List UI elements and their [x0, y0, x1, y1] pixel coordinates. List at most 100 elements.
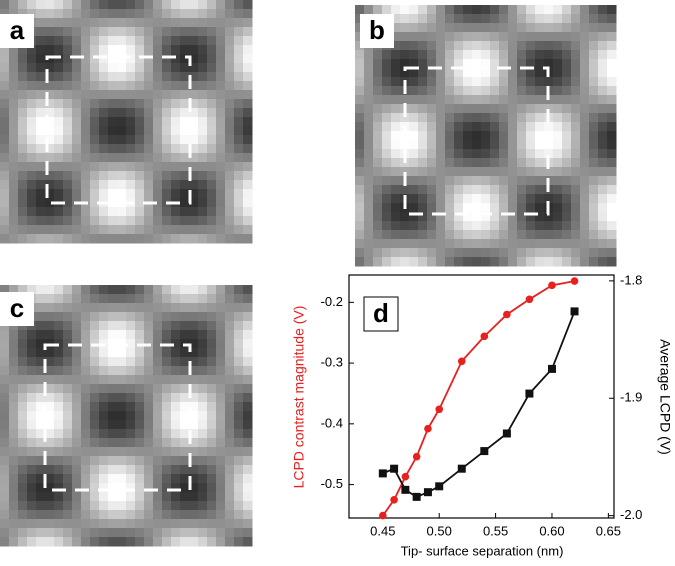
pixel — [0, 225, 10, 235]
pixel — [144, 357, 154, 367]
pixel — [117, 366, 127, 376]
pixel — [189, 36, 199, 46]
pixel — [81, 510, 91, 520]
pixel — [153, 198, 163, 208]
pixel — [207, 117, 217, 127]
pixel — [571, 95, 581, 105]
pixel — [499, 194, 509, 204]
pixel — [418, 23, 428, 33]
pixel — [373, 59, 383, 69]
pixel — [171, 135, 181, 145]
pixel — [45, 537, 55, 547]
pixel — [598, 104, 608, 114]
pixel — [135, 216, 145, 226]
pixel — [243, 285, 253, 295]
pixel — [225, 519, 235, 529]
pixel — [63, 225, 73, 235]
pixel — [454, 59, 464, 69]
pixel — [198, 510, 208, 520]
pixel — [117, 465, 127, 475]
pixel — [216, 501, 226, 511]
pixel — [490, 185, 500, 195]
pixel — [553, 140, 563, 150]
pixel — [409, 86, 419, 96]
pixel — [171, 126, 181, 136]
pixel — [607, 185, 617, 195]
pixel — [153, 492, 163, 502]
pixel — [373, 230, 383, 240]
pixel — [580, 68, 590, 78]
pixel — [99, 312, 109, 322]
pixel — [180, 9, 190, 19]
pixel — [535, 32, 545, 42]
pixel — [162, 312, 172, 322]
pixel — [391, 149, 401, 159]
pixel — [27, 198, 37, 208]
pixel — [436, 23, 446, 33]
pixel — [243, 456, 253, 466]
pixel — [544, 59, 554, 69]
pixel — [207, 375, 217, 385]
pixel — [171, 366, 181, 376]
pixel — [544, 104, 554, 114]
pixel — [63, 189, 73, 199]
pixel — [207, 171, 217, 181]
pixel — [589, 32, 599, 42]
pixel — [18, 456, 28, 466]
pixel — [63, 474, 73, 484]
pixel — [117, 234, 127, 244]
pixel — [198, 375, 208, 385]
pixel — [63, 27, 73, 37]
pixel — [171, 9, 181, 19]
pixel — [598, 131, 608, 141]
pixel — [90, 9, 100, 19]
pixel — [117, 420, 127, 430]
pixel — [418, 59, 428, 69]
pixel — [436, 59, 446, 69]
pixel — [144, 420, 154, 430]
pixel — [90, 171, 100, 181]
pixel — [526, 59, 536, 69]
pixel — [418, 131, 428, 141]
pixel — [234, 117, 244, 127]
pixel — [153, 117, 163, 127]
pixel — [36, 429, 46, 439]
pixel — [427, 194, 437, 204]
pixel — [99, 54, 109, 64]
pixel — [72, 45, 82, 55]
pixel — [234, 9, 244, 19]
pixel — [225, 27, 235, 37]
pixel — [180, 81, 190, 91]
pixel — [117, 171, 127, 181]
pixel — [490, 131, 500, 141]
pixel — [162, 357, 172, 367]
pixel — [180, 90, 190, 100]
pixel — [607, 239, 617, 249]
pixel — [27, 207, 37, 217]
pixel — [180, 207, 190, 217]
pixel — [18, 483, 28, 493]
pixel — [171, 54, 181, 64]
pixel — [225, 99, 235, 109]
pixel — [189, 465, 199, 475]
pixel — [99, 456, 109, 466]
pixel — [189, 402, 199, 412]
pixel — [63, 234, 73, 244]
pixel — [36, 225, 46, 235]
pixel — [454, 95, 464, 105]
pixel — [198, 234, 208, 244]
pixel — [126, 216, 136, 226]
pixel — [162, 117, 172, 127]
pixel — [225, 294, 235, 304]
pixel — [27, 162, 37, 172]
pixel — [463, 176, 473, 186]
pixel — [189, 339, 199, 349]
pixel — [598, 68, 608, 78]
pixel — [189, 510, 199, 520]
pixel — [526, 185, 536, 195]
pixel — [490, 221, 500, 231]
y2-tick-label: -2.0 — [620, 507, 642, 522]
pixel — [499, 104, 509, 114]
pixel — [171, 72, 181, 82]
pixel — [63, 18, 73, 28]
